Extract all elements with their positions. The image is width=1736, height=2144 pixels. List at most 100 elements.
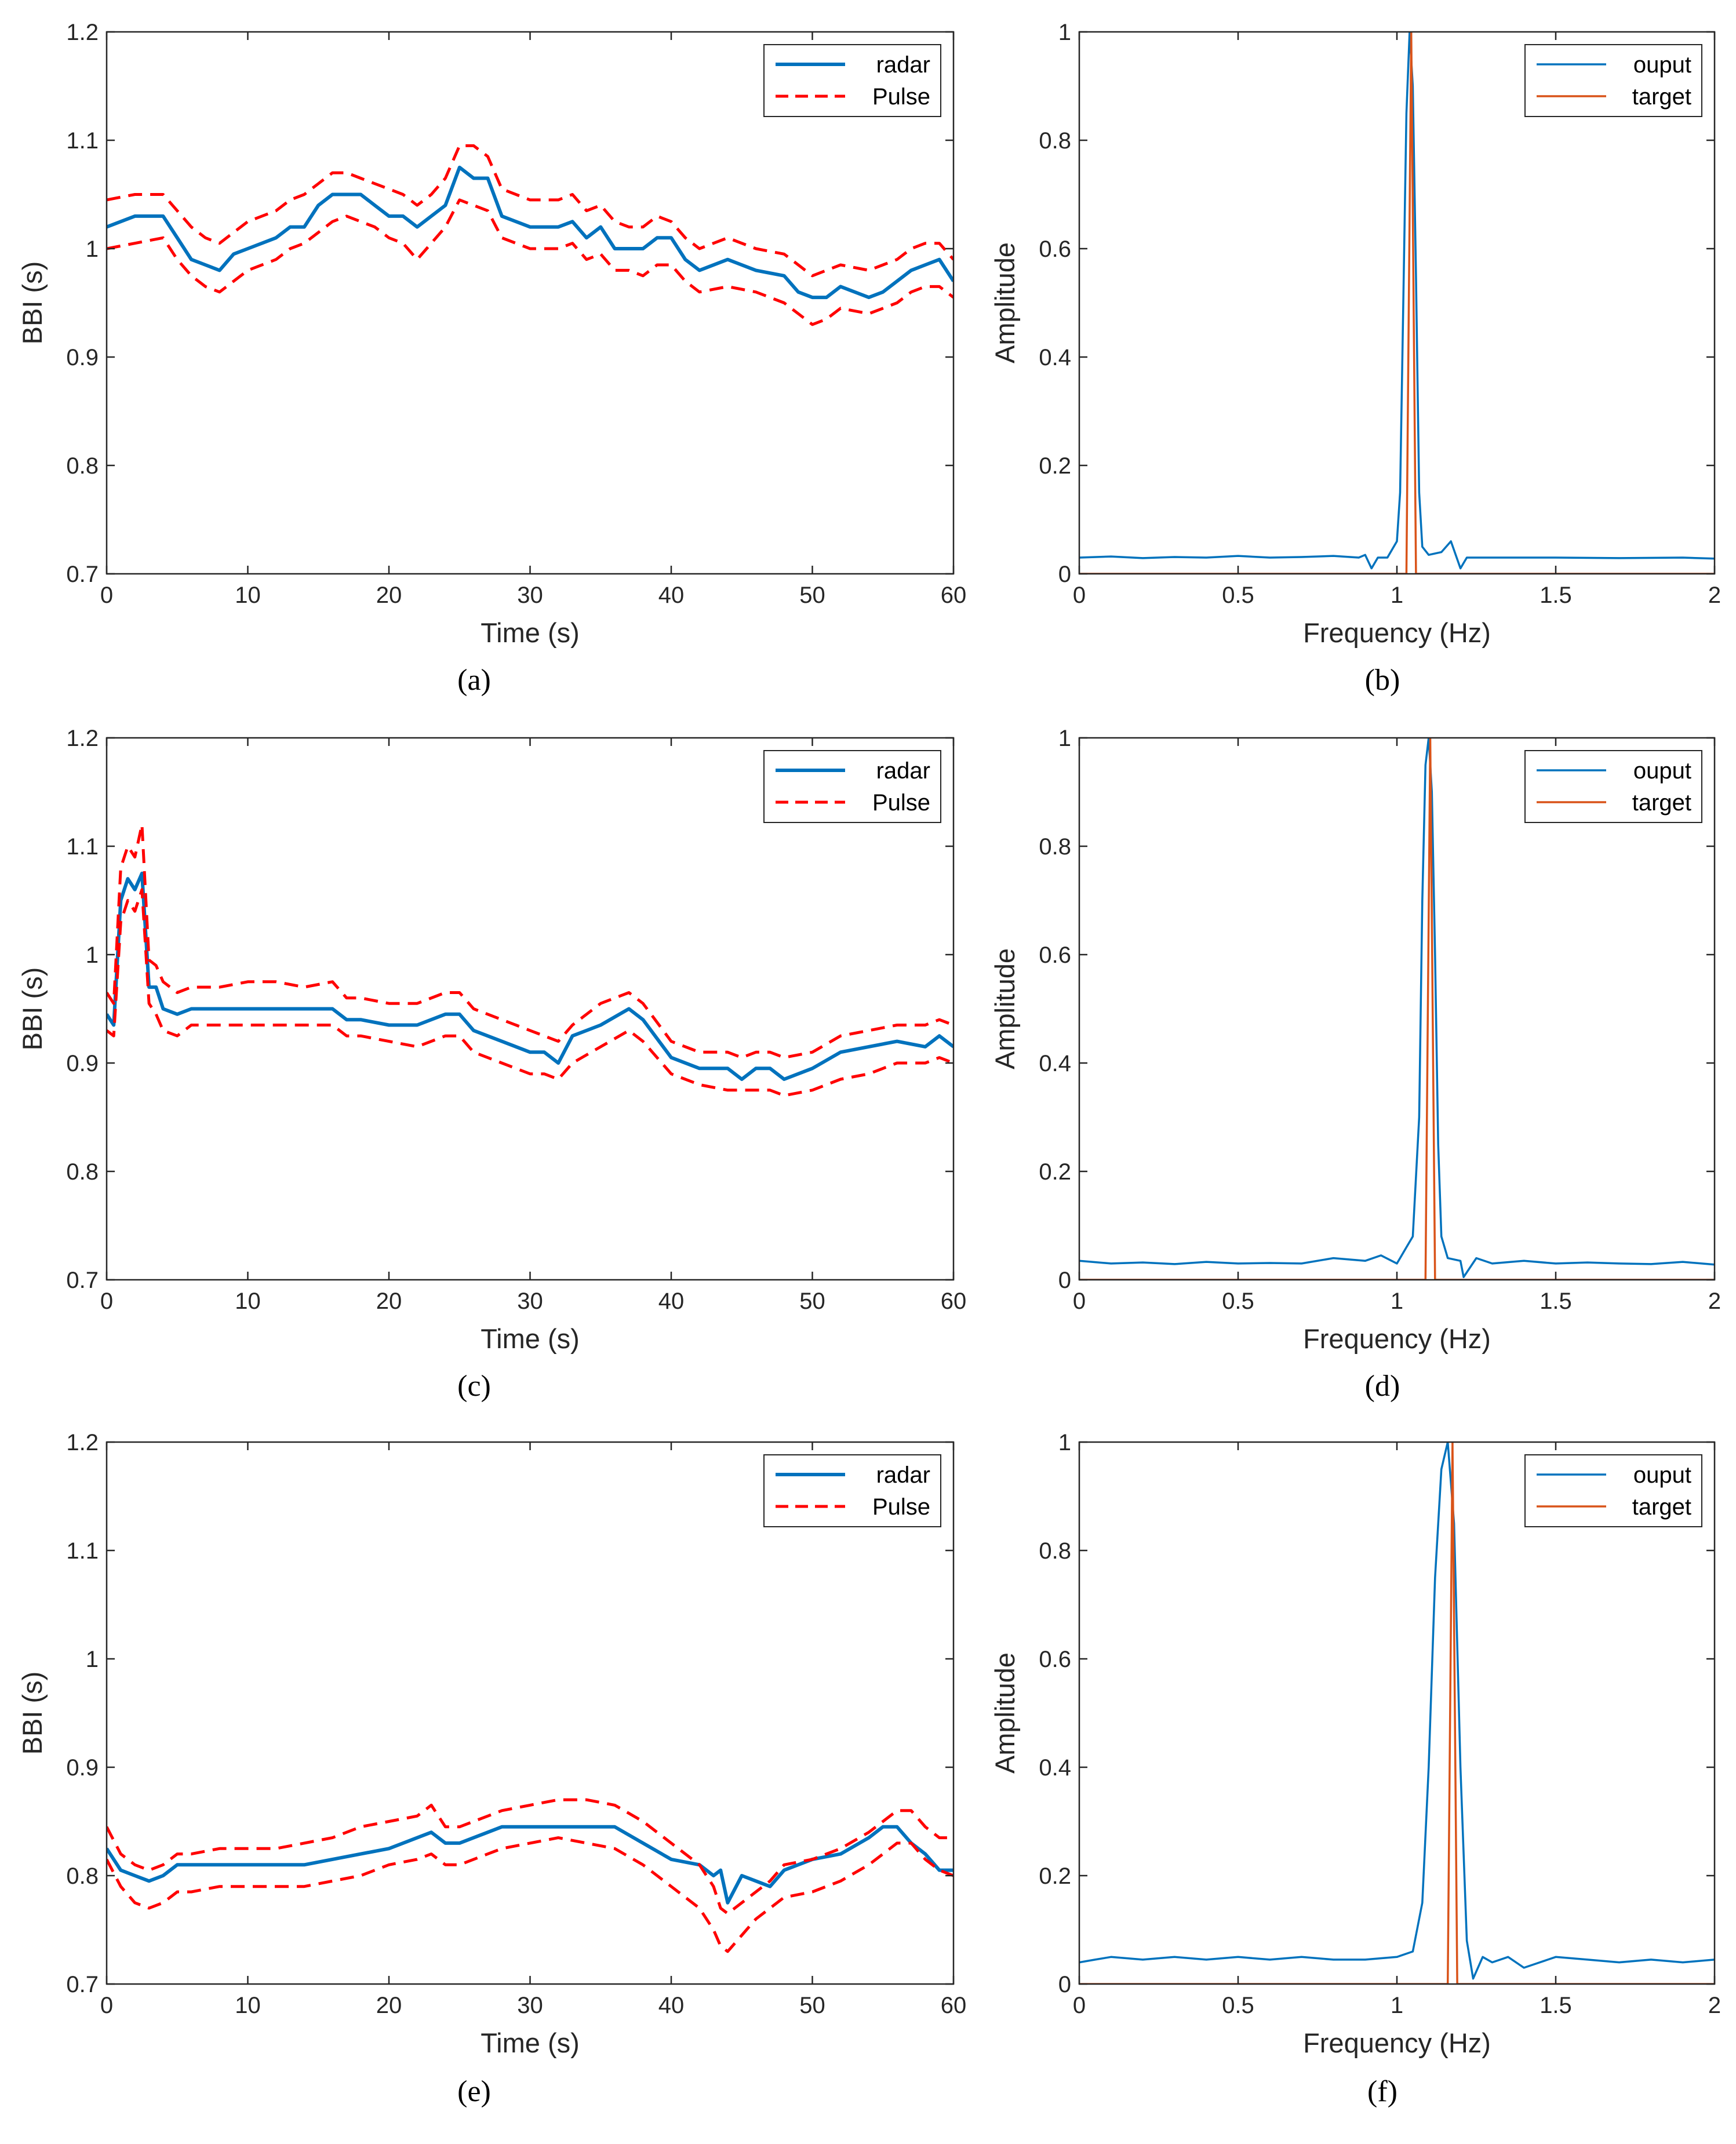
x-tick-label: 50 [799,583,825,608]
x-tick-label: 1.5 [1540,1288,1572,1314]
panel-caption: (e) [457,2075,491,2108]
y-tick-label: 0.8 [66,453,99,479]
y-tick-label: 0.4 [1039,1051,1071,1076]
legend-label-ouput: ouput [1633,758,1691,784]
x-tick-label: 0.5 [1222,583,1254,608]
series-line-pulse-lower [107,888,953,1097]
y-tick-label: 0.2 [1039,1863,1071,1889]
x-tick-label: 0.5 [1222,1288,1254,1314]
x-tick-label: 10 [235,1993,261,2018]
y-tick-label: 0.7 [66,562,99,587]
y-tick-label: 0.8 [66,1159,99,1185]
y-tick-label: 1.2 [66,1430,99,1455]
y-tick-label: 1 [1058,726,1071,751]
series-line-ouput [1079,32,1715,570]
y-tick-label: 1 [86,1647,99,1672]
chart-panel-c: 0 10 20 30 40 50 60 0.7 0.8 0.9 1 1.1 1.2 Time (s) BBI… [17,726,966,1354]
series-group [107,1798,953,1953]
y-tick-label: 0.8 [1039,128,1071,154]
legend: radar Pulse [763,750,941,823]
x-tick-label: 50 [799,1993,825,2018]
series-group [1079,1442,1715,1984]
legend-label-target: target [1632,790,1691,816]
x-tick-label: 10 [235,1288,261,1314]
series-line-pulse-lower [107,198,953,326]
y-tick-label: 0.9 [66,345,99,370]
x-tick-label: 1.5 [1540,583,1572,608]
y-axis-label: Amplitude [989,242,1020,363]
legend-label-radar: radar [876,1462,930,1488]
y-tick-label: 1.2 [66,726,99,751]
x-tick-label: 0 [100,583,113,608]
series-line-ouput [1079,1442,1715,1980]
plot-area [107,1442,953,1984]
y-tick-label: 0.2 [1039,1159,1071,1185]
chart-panel-e: 0 10 20 30 40 50 60 0.7 0.8 0.9 1 1.1 1.2 Time (s) BBI… [17,1430,966,2058]
y-tick-label: 1.2 [66,20,99,45]
y-tick-label: 0.6 [1039,942,1071,968]
y-tick-label: 1 [86,942,99,968]
x-tick-label: 0 [1073,583,1086,608]
legend-label-ouput: ouput [1633,52,1691,78]
x-tick-label: 0 [100,1288,113,1314]
legend-label-radar: radar [876,758,930,784]
y-tick-label: 0.7 [66,1268,99,1293]
chart-panel-d: 0 0.5 1 1.5 2 0 0.2 0.4 0.6 0.8 1 Frequency (Hz) Amp… [989,726,1721,1354]
x-tick-label: 30 [517,583,543,608]
y-axis-label: BBI (s) [17,967,48,1051]
panel-caption: (d) [1365,1370,1400,1403]
x-tick-label: 1 [1391,583,1403,608]
plot-area [1079,1442,1715,1984]
series-line-radar [107,1825,953,1905]
y-tick-label: 0.8 [1039,1538,1071,1564]
legend-box [1524,750,1702,823]
y-axis-label: Amplitude [989,948,1020,1069]
legend-label-pulse: Pulse [872,84,930,110]
chart-panel-a: 0 10 20 30 40 50 60 0.7 0.8 0.9 1 1.1 1.2 Time (s) BBI… [17,20,966,648]
x-tick-label: 60 [941,583,967,608]
legend-label-radar: radar [876,52,930,78]
y-tick-label: 1 [86,236,99,262]
y-tick-label: 0.6 [1039,236,1071,262]
x-tick-label: 2 [1708,1993,1721,2018]
y-tick-label: 0.4 [1039,345,1071,370]
legend-label-target: target [1632,1494,1691,1520]
series-line-ouput [1079,738,1715,1279]
y-tick-label: 0.4 [1039,1755,1071,1781]
legend: ouput target [1524,44,1702,117]
panel-caption: (c) [457,1370,491,1403]
y-tick-label: 0.8 [66,1863,99,1889]
series-line-pulse-upper [107,144,953,278]
x-tick-label: 50 [799,1288,825,1314]
legend-label-pulse: Pulse [872,790,930,816]
x-tick-label: 1 [1391,1288,1403,1314]
legend-box [1524,44,1702,117]
x-tick-label: 30 [517,1993,543,2018]
y-tick-label: 1 [1058,20,1071,45]
series-line-pulse-lower [107,1836,953,1953]
legend: radar Pulse [763,44,941,117]
y-tick-label: 1.1 [66,1538,99,1564]
x-tick-label: 20 [376,1288,402,1314]
chart-panel-b: 0 0.5 1 1.5 2 0 0.2 0.4 0.6 0.8 1 Frequency (Hz) Amp… [989,20,1721,648]
y-tick-label: 1 [1058,1430,1071,1455]
x-tick-label: 2 [1708,583,1721,608]
series-group [107,144,953,326]
legend: ouput target [1524,1454,1702,1527]
series-line-pulse-upper [107,823,953,1060]
y-tick-label: 1.1 [66,834,99,860]
x-tick-label: 0 [100,1993,113,2018]
legend-box [763,1454,941,1527]
x-tick-label: 10 [235,583,261,608]
y-tick-label: 0.8 [1039,834,1071,860]
legend-label-pulse: Pulse [872,1494,930,1520]
series-line-radar [107,165,953,300]
x-tick-label: 40 [658,1993,685,2018]
x-tick-label: 40 [658,583,685,608]
x-axis-label: Frequency (Hz) [1303,1323,1491,1354]
series-group [1079,32,1715,574]
legend-box [763,44,941,117]
series-line-pulse-upper [107,1798,953,1915]
y-tick-label: 0.9 [66,1051,99,1076]
